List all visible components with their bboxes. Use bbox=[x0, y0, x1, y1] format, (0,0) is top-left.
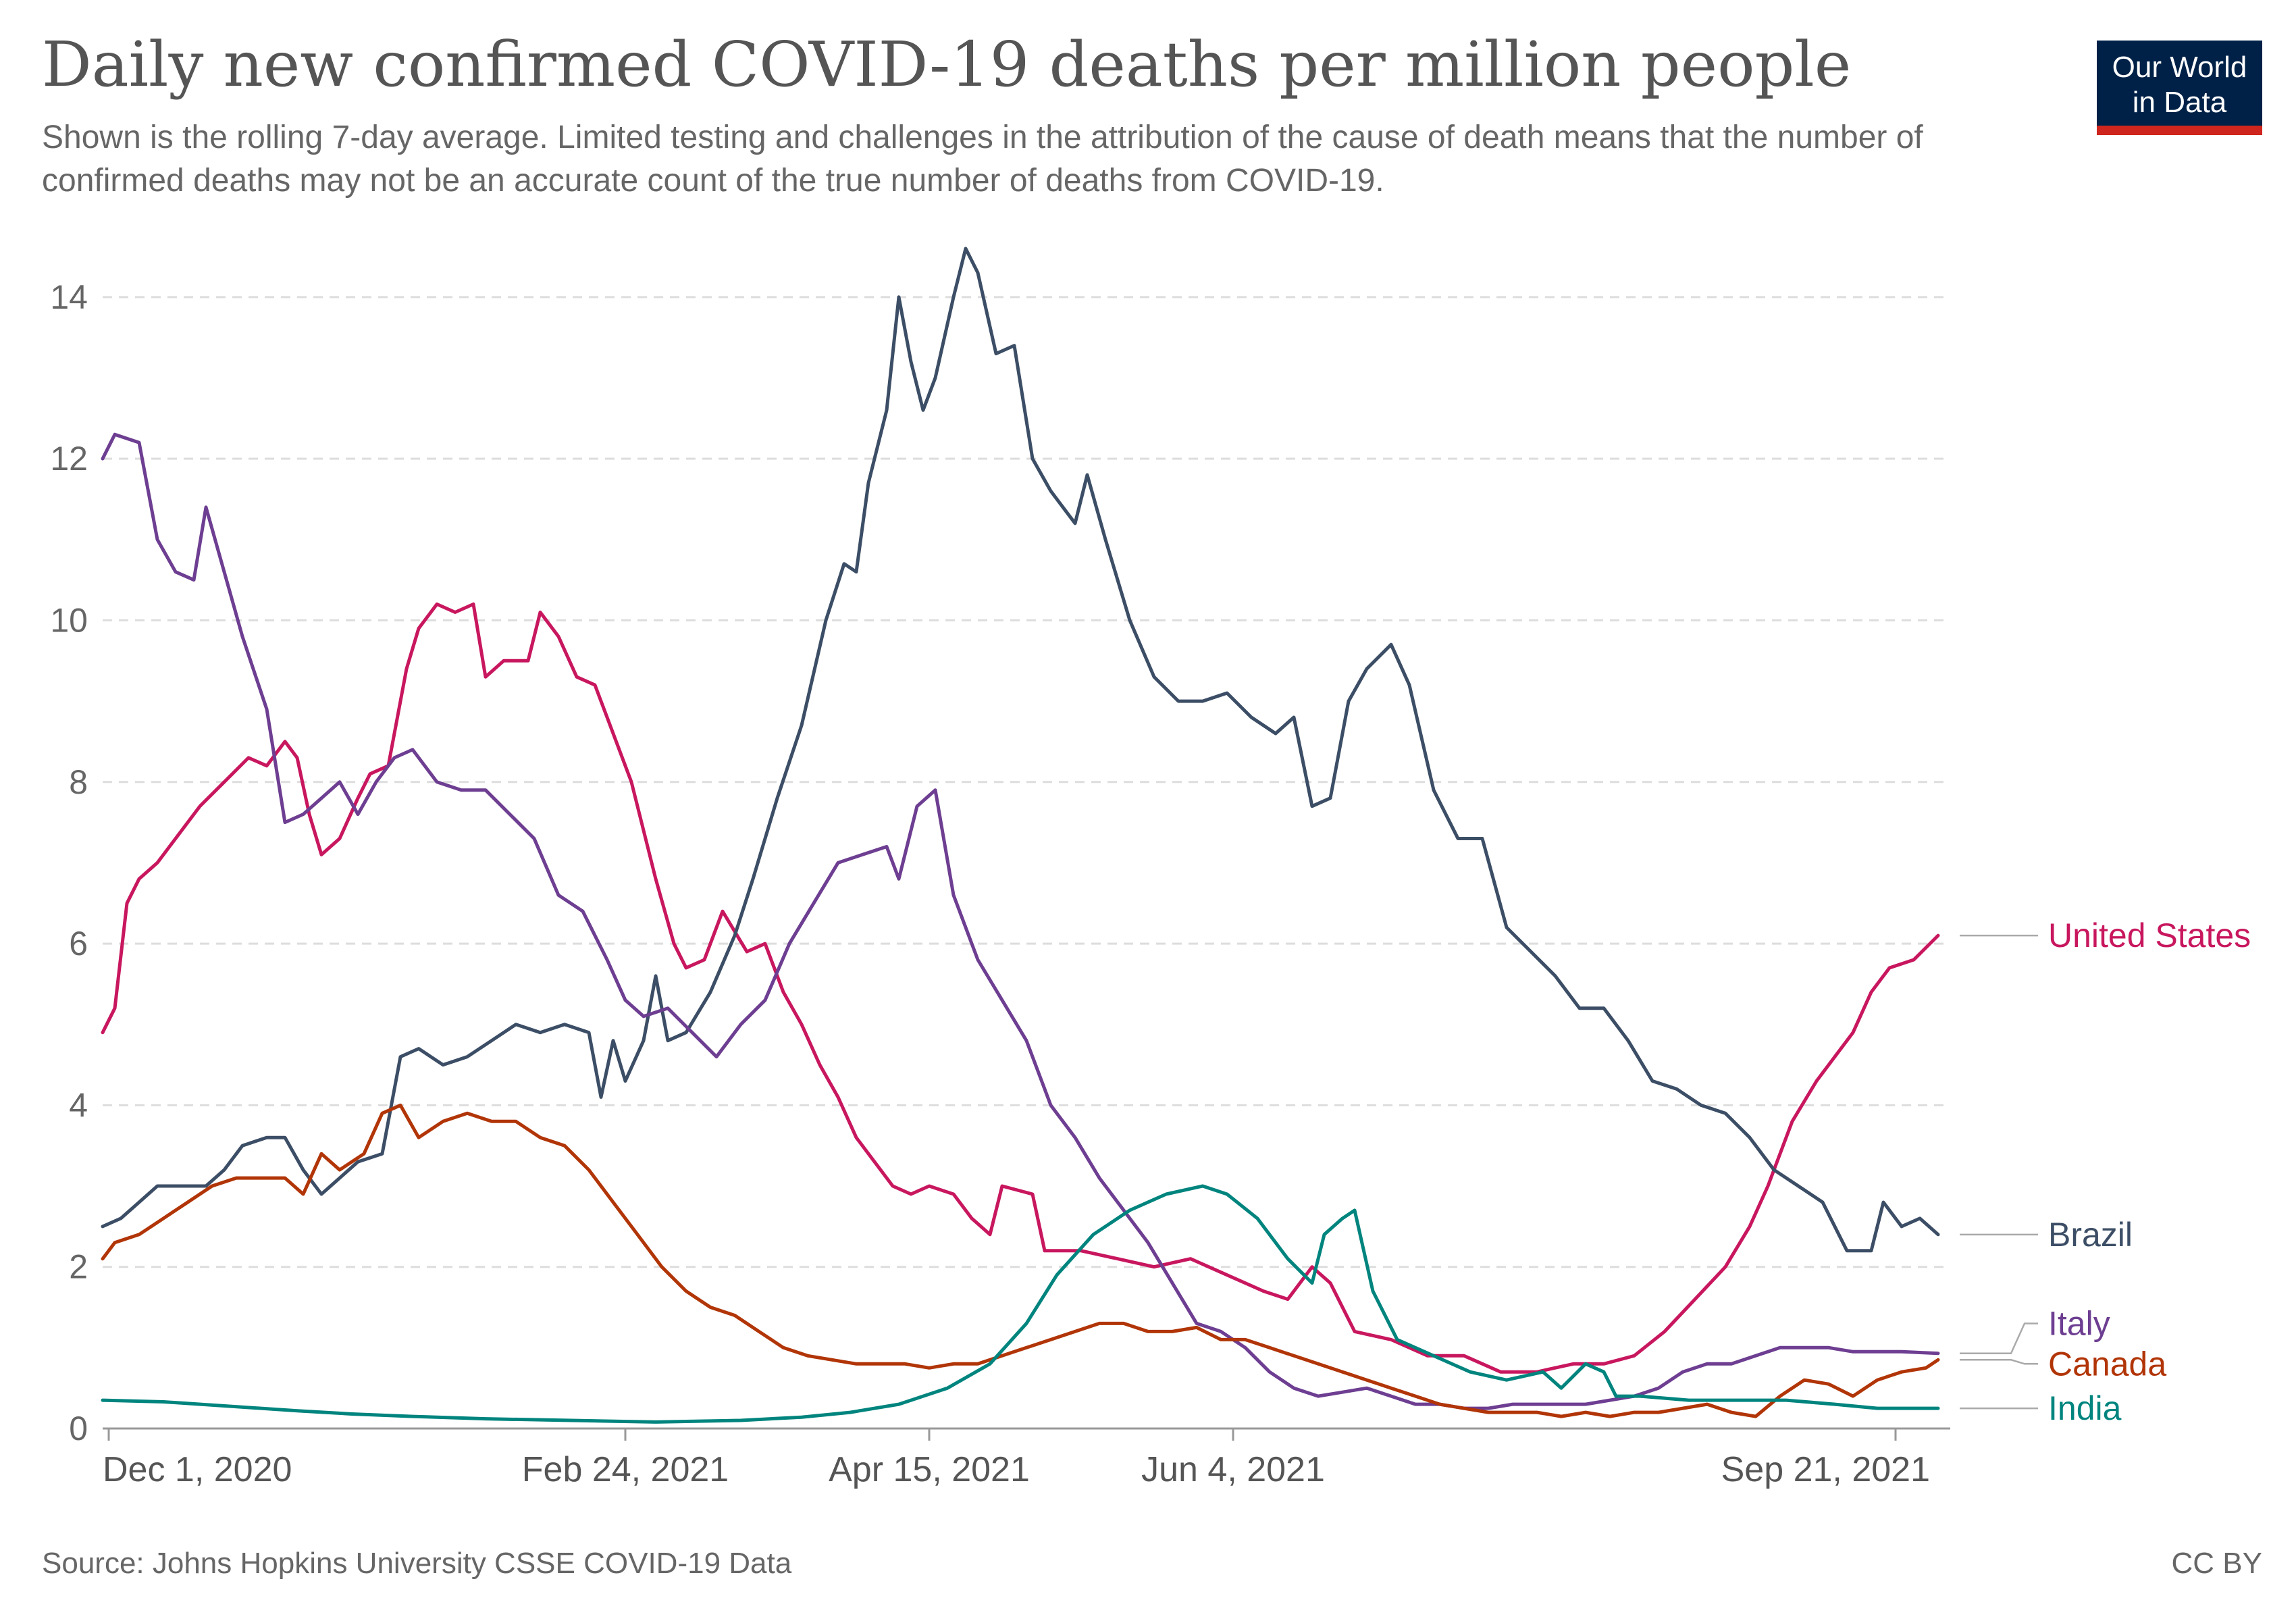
y-tick-label: 8 bbox=[69, 763, 88, 801]
license-link[interactable]: CC BY bbox=[2171, 1547, 2262, 1580]
x-tick-label: Feb 24, 2021 bbox=[522, 1450, 729, 1489]
chart-subtitle: Shown is the rolling 7-day average. Limi… bbox=[42, 120, 1923, 199]
series-line-canada bbox=[101, 1103, 1940, 1418]
y-tick-label: 10 bbox=[50, 601, 88, 639]
source-note: Source: Johns Hopkins University CSSE CO… bbox=[42, 1547, 792, 1580]
series-line-india bbox=[101, 1184, 1940, 1424]
x-tick-label: Dec 1, 2020 bbox=[103, 1450, 292, 1489]
x-tick-label: Jun 4, 2021 bbox=[1141, 1450, 1325, 1489]
y-tick-label: 14 bbox=[50, 278, 88, 316]
label-connector bbox=[1960, 1322, 2038, 1354]
series-line-united-states bbox=[101, 602, 1940, 1374]
y-tick-label: 12 bbox=[50, 440, 88, 478]
series-label-canada: Canada bbox=[2048, 1345, 2166, 1383]
series-lines bbox=[101, 247, 1940, 1424]
x-axis: Dec 1, 2020 Feb 24, 2021 Apr 15, 2021 Jun 4… bbox=[103, 1427, 1950, 1489]
label-connector bbox=[1960, 1359, 2038, 1365]
logo-line-2: in Data bbox=[2132, 86, 2227, 119]
y-tick-label: 0 bbox=[69, 1410, 88, 1447]
series-label-india: India bbox=[2048, 1389, 2122, 1427]
series-label-united-states: United States bbox=[2048, 917, 2251, 954]
grid-lines: 0 2 4 6 8 10 12 14 bbox=[50, 278, 1950, 1447]
x-tick-label: Sep 21, 2021 bbox=[1721, 1450, 1930, 1489]
series-line-brazil bbox=[101, 247, 1940, 1253]
y-tick-label: 2 bbox=[69, 1248, 88, 1286]
series-label-italy: Italy bbox=[2048, 1304, 2110, 1342]
y-tick-label: 6 bbox=[69, 925, 88, 962]
series-label-brazil: Brazil bbox=[2048, 1216, 2133, 1254]
logo-line-1: Our World bbox=[2112, 51, 2247, 84]
x-tick-label: Apr 15, 2021 bbox=[829, 1450, 1030, 1489]
series-line-italy bbox=[101, 432, 1940, 1410]
chart-title: Daily new confirmed COVID-19 deaths per … bbox=[42, 28, 1852, 101]
y-tick-label: 4 bbox=[69, 1086, 88, 1124]
owid-logo[interactable]: Our World in Data bbox=[2097, 41, 2262, 135]
